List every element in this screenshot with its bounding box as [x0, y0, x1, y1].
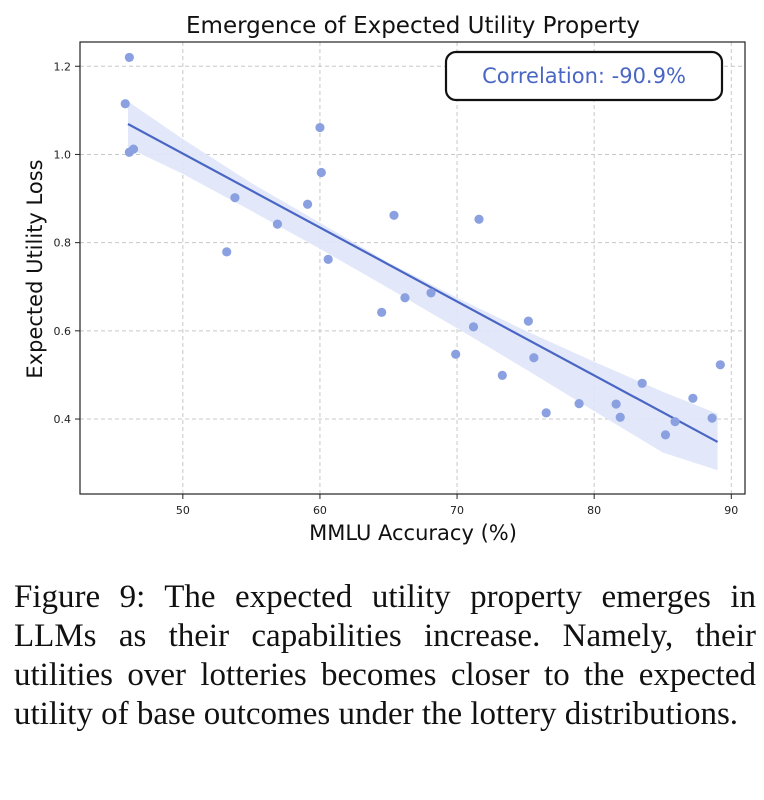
plot-frame	[79, 41, 746, 495]
data-point	[303, 199, 313, 209]
scatter-chart: Emergence of Expected Utility Property 5…	[23, 13, 746, 545]
data-point	[660, 430, 671, 440]
data-point	[377, 307, 387, 317]
data-point	[389, 210, 399, 220]
data-point	[316, 167, 326, 178]
confidence-band	[128, 101, 718, 471]
x-tick-label: 50	[176, 504, 190, 517]
data-point	[715, 360, 725, 370]
data-point	[541, 408, 551, 418]
figure-caption: Figure 9: The expected utility property …	[14, 579, 756, 732]
data-point	[230, 193, 240, 203]
data-point	[637, 378, 647, 388]
data-point	[468, 322, 479, 332]
data-point	[615, 412, 625, 422]
data-point	[451, 349, 461, 359]
x-axis-ticks: 50 60 70 80 90	[176, 494, 738, 517]
y-axis-ticks: 0.4 0.6 0.8 1.0 1.2	[54, 60, 80, 426]
data-point	[323, 254, 333, 265]
data-point	[688, 393, 698, 403]
data-point	[611, 399, 621, 409]
x-tick-label: 90	[724, 504, 738, 517]
x-tick-label: 80	[587, 504, 601, 517]
regression-line	[127, 123, 719, 443]
x-tick-label: 70	[450, 504, 464, 517]
data-point	[523, 316, 533, 326]
data-points	[120, 52, 725, 440]
y-tick-label: 0.4	[54, 413, 72, 426]
data-point	[474, 214, 484, 224]
data-point	[124, 52, 134, 63]
y-tick-label: 0.8	[54, 237, 72, 250]
y-tick-label: 1.0	[54, 148, 72, 161]
y-tick-label: 0.6	[54, 325, 72, 338]
correlation-value: Correlation: -90.9%	[482, 64, 686, 88]
x-tick-label: 60	[313, 504, 327, 517]
x-axis-label: MMLU Accuracy (%)	[309, 521, 517, 545]
chart-title: Emergence of Expected Utility Property	[186, 13, 640, 39]
data-point	[315, 122, 325, 133]
data-point	[222, 247, 232, 257]
regression-line-layer	[127, 123, 719, 443]
annotation-box	[444, 50, 724, 102]
y-axis-label: Expected Utility Loss	[23, 159, 47, 378]
data-point	[529, 353, 539, 363]
confidence-band-layer	[128, 101, 718, 471]
data-point	[272, 219, 283, 229]
data-point	[128, 144, 139, 154]
data-point	[707, 413, 717, 423]
data-point	[497, 370, 507, 380]
data-point	[426, 288, 436, 298]
data-point	[120, 99, 130, 109]
data-point	[670, 417, 680, 427]
y-tick-label: 1.2	[54, 60, 72, 73]
data-point	[400, 293, 410, 303]
data-point	[574, 399, 584, 409]
correlation-annotation: Correlation: -90.9%	[444, 50, 724, 102]
